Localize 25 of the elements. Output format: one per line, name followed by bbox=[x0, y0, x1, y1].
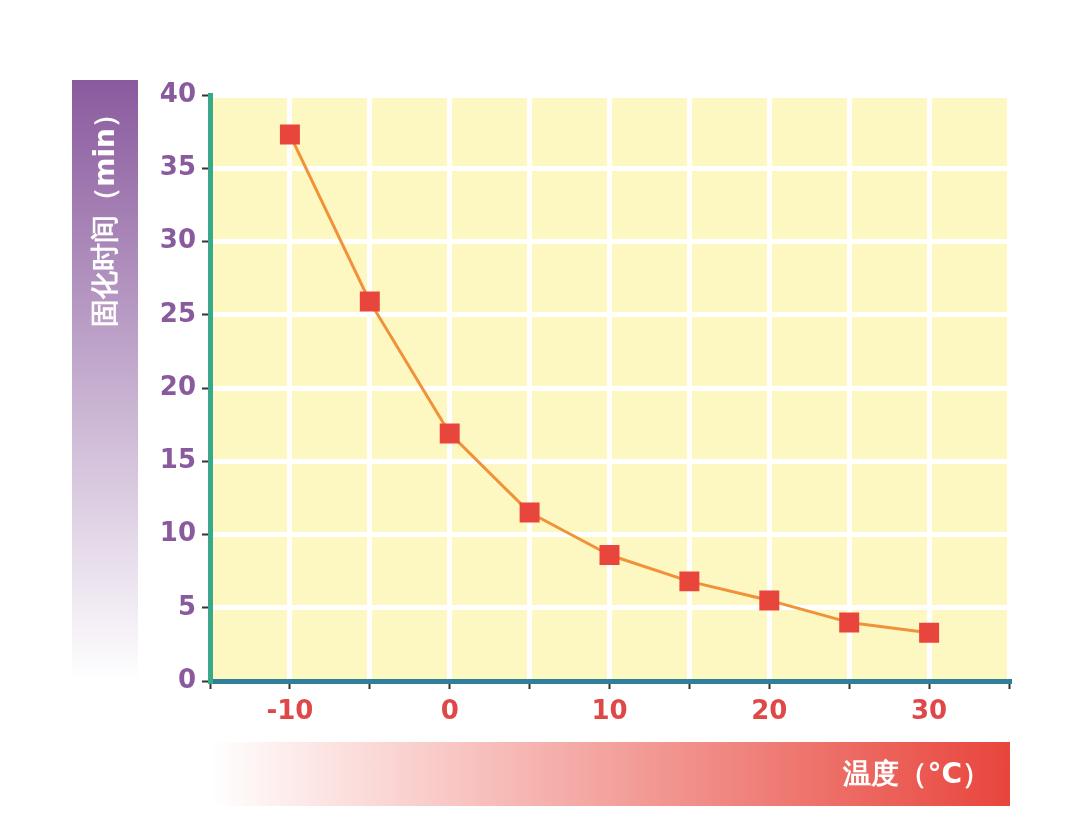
y-tick-label: 20 bbox=[159, 370, 196, 401]
x-tick-label: 20 bbox=[751, 695, 788, 726]
point bbox=[519, 502, 540, 523]
y-tick-label: 5 bbox=[177, 590, 196, 621]
x-tick-label: -10 bbox=[266, 695, 314, 726]
point bbox=[279, 124, 300, 145]
point bbox=[679, 571, 700, 592]
y-axis-title: 固化时间（min） bbox=[87, 100, 122, 327]
y-tick-label: 40 bbox=[159, 77, 196, 108]
y-tick-label: 15 bbox=[159, 444, 196, 474]
point bbox=[759, 590, 780, 611]
point bbox=[439, 423, 460, 444]
point bbox=[599, 545, 620, 565]
point bbox=[359, 291, 380, 312]
x-tick-label: 10 bbox=[591, 695, 628, 726]
x-tick-label: 30 bbox=[911, 695, 948, 726]
y-tick-label: 0 bbox=[177, 663, 196, 694]
point bbox=[839, 612, 860, 633]
y-tick-label: 30 bbox=[159, 224, 196, 255]
y-tick-label: 35 bbox=[159, 151, 196, 181]
y-tick-label: 25 bbox=[159, 297, 196, 328]
x-tick-label: 0 bbox=[440, 695, 459, 726]
y-tick-label: 10 bbox=[159, 517, 196, 548]
x-axis-title: 温度（°C） bbox=[843, 756, 991, 792]
point bbox=[919, 622, 940, 643]
